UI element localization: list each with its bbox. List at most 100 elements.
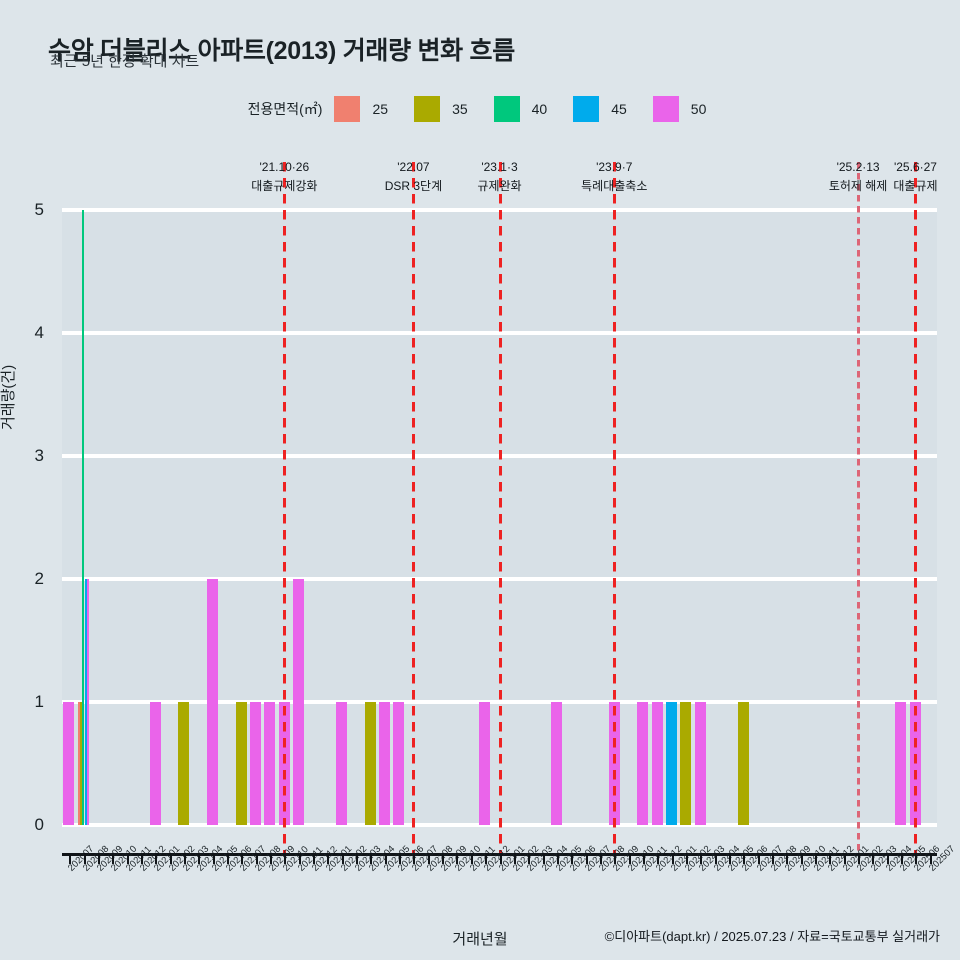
x-tick-mark-202107 — [241, 853, 244, 864]
legend-swatch-25 — [334, 96, 361, 122]
x-tick-mark-202404 — [714, 853, 717, 864]
bar-202107-35[interactable] — [235, 702, 247, 825]
y-tick-label-2: 2 — [34, 569, 44, 588]
bar-202401-45[interactable] — [665, 702, 677, 825]
event-annotation-202110: '21.10·26 대출규제강화 — [224, 158, 344, 195]
x-tick-mark-202212 — [485, 853, 488, 864]
legend-swatch-50 — [652, 96, 679, 122]
event-text-202301: 규제완화 — [477, 178, 522, 193]
y-axis: 0 1 2 3 4 5 — [0, 200, 56, 834]
event-text-202110: 대출규제강화 — [251, 178, 318, 193]
bar-202205-50[interactable] — [379, 702, 391, 825]
x-tick-mark-202311 — [642, 853, 645, 864]
event-annotation-202301: '23.1·3 규제완화 — [440, 158, 560, 195]
x-tick-mark-202502 — [858, 853, 861, 864]
x-tick-mark-202207 — [413, 853, 416, 864]
x-tick-mark-202312 — [657, 853, 660, 864]
bar-202101-50[interactable] — [149, 702, 161, 825]
x-tick-mark-202102 — [169, 853, 172, 864]
legend-label-50: 50 — [690, 101, 707, 117]
bar-202008-25[interactable] — [77, 702, 80, 825]
x-tick-mark-202209 — [442, 853, 445, 864]
bar-202406-35[interactable] — [737, 702, 749, 825]
bar-202111-50[interactable] — [292, 579, 304, 825]
legend-item-50[interactable]: 50 — [652, 96, 707, 122]
bar-202109-50[interactable] — [264, 702, 276, 825]
legend-swatch-45 — [573, 96, 600, 122]
x-tick-mark-202104 — [198, 853, 201, 864]
bar-202108-50[interactable] — [249, 702, 261, 825]
x-tick-mark-202412 — [829, 853, 832, 864]
event-annotation-202506: '25.6·27 대출규제 — [855, 158, 960, 195]
x-tick-mark-202211 — [470, 853, 473, 864]
bar-202008-45[interactable] — [84, 579, 87, 825]
x-tick-mark-202204 — [370, 853, 373, 864]
event-text-202207: DSR 3단계 — [384, 178, 443, 193]
y-axis-title: 거래량(건) — [0, 364, 17, 430]
legend-item-40[interactable]: 40 — [493, 96, 568, 122]
bar-202105-50[interactable] — [206, 579, 218, 825]
x-tick-mark-202505 — [901, 853, 904, 864]
bar-202202-50[interactable] — [335, 702, 348, 825]
x-tick-mark-202202 — [341, 853, 344, 864]
bar-202206-50[interactable] — [393, 702, 405, 825]
x-tick-mark-202310 — [628, 853, 631, 864]
x-tick-mark-202308 — [599, 853, 602, 864]
x-tick-mark-202504 — [886, 853, 889, 864]
bar-202103-35[interactable] — [178, 702, 190, 825]
legend-items: 25 35 40 45 50 — [334, 96, 712, 122]
event-line-202309 — [613, 162, 617, 855]
x-tick-mark-202112 — [313, 853, 316, 864]
bar-202402-35[interactable] — [680, 702, 692, 825]
x-tick-mark-202503 — [872, 853, 875, 864]
x-tick-mark-202012 — [140, 853, 143, 864]
event-annotation-202309: '23.9·7 특례대출축소 — [554, 158, 674, 195]
legend-label-40: 40 — [531, 101, 548, 117]
bar-202505-50[interactable] — [895, 702, 907, 825]
x-tick-mark-202507 — [929, 853, 932, 864]
page-subtitle: 최근 5년 한정 확대 차트 — [50, 53, 200, 70]
x-tick-mark-202007 — [69, 853, 72, 864]
bar-202312-50[interactable] — [651, 702, 663, 825]
bar-202305-50[interactable] — [551, 702, 563, 825]
bar-202311-50[interactable] — [637, 702, 649, 825]
x-tick-mark-202103 — [183, 853, 186, 864]
event-date-202502: '25.2·13 — [836, 160, 880, 174]
x-axis-title: 거래년월 — [452, 931, 508, 948]
bar-202008-35[interactable] — [80, 702, 82, 825]
legend-item-45[interactable]: 45 — [573, 96, 647, 122]
x-tick-mark-202402 — [685, 853, 688, 864]
event-line-202207 — [412, 162, 416, 855]
bar-202007-50[interactable] — [63, 702, 75, 825]
legend-title: 전용면적(㎡) — [247, 101, 323, 117]
event-annotation-202207: '22.07 DSR 3단계 — [353, 158, 473, 195]
bar-202008-50[interactable] — [86, 579, 89, 825]
legend-item-25[interactable]: 25 — [334, 96, 408, 122]
x-tick-mark-202501 — [843, 853, 846, 864]
footer-credit: ©디아파트(dapt.kr) / 2025.07.23 / 자료=국토교통부 실… — [604, 929, 940, 944]
bar-202212-50[interactable] — [479, 702, 491, 825]
event-text-202506: 대출규제 — [893, 178, 938, 193]
x-tick-mark-202011 — [126, 853, 129, 864]
bar-202008-40[interactable] — [82, 210, 85, 825]
x-tick-mark-202010 — [112, 853, 115, 864]
x-tick-mark-202407 — [757, 853, 760, 864]
legend-item-35[interactable]: 35 — [414, 96, 488, 122]
event-line-202110 — [283, 162, 287, 855]
legend-label-25: 25 — [372, 101, 389, 117]
x-tick-mark-202106 — [226, 853, 229, 864]
y-tick-label-5: 5 — [34, 200, 44, 219]
x-tick-mark-202105 — [212, 853, 215, 864]
bar-202204-35[interactable] — [364, 702, 376, 825]
x-tick-mark-202409 — [786, 853, 789, 864]
x-tick-mark-202101 — [155, 853, 158, 864]
x-tick-mark-202111 — [298, 853, 301, 864]
legend-label-45: 45 — [611, 101, 627, 117]
x-tick-mark-202206 — [399, 853, 402, 864]
x-tick-mark-202408 — [772, 853, 775, 864]
y-tick-label-1: 1 — [34, 692, 44, 711]
x-tick-mark-202009 — [97, 853, 100, 864]
x-tick-mark-202306 — [571, 853, 574, 864]
x-tick-mark-202208 — [427, 853, 430, 864]
bar-202403-50[interactable] — [694, 702, 706, 825]
